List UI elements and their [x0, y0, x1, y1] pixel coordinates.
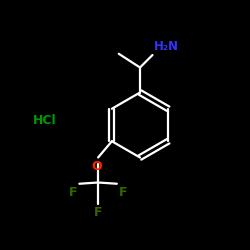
Text: F: F [94, 206, 102, 219]
Text: F: F [69, 186, 77, 199]
Text: H₂N: H₂N [154, 40, 179, 52]
Text: O: O [92, 160, 102, 172]
Text: F: F [119, 186, 127, 199]
Text: HCl: HCl [33, 114, 57, 126]
